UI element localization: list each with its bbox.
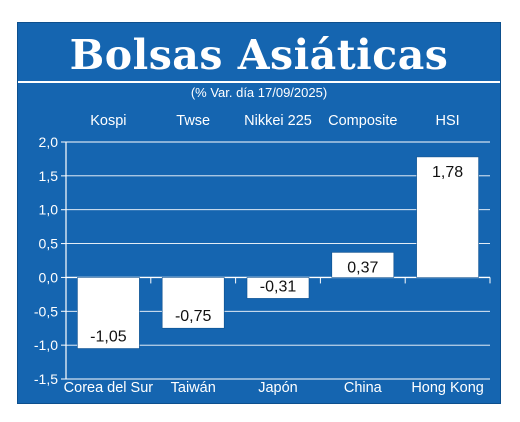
x-category-label: China: [344, 380, 383, 396]
y-tick-label: 2,0: [39, 134, 59, 150]
index-label: Nikkei 225: [244, 113, 312, 129]
index-label: Composite: [328, 113, 397, 129]
y-tick-label: 1,0: [39, 202, 59, 218]
y-tick-label: -0,5: [34, 303, 58, 319]
data-label: -0,31: [260, 278, 297, 295]
index-label: HSI: [436, 113, 460, 129]
y-tick-label: 0,5: [39, 236, 59, 252]
y-tick-label: -1,0: [34, 337, 58, 353]
y-tick-label: 0,0: [39, 269, 59, 285]
data-label: -1,05: [90, 329, 127, 346]
index-label: Twse: [176, 113, 210, 129]
x-category-label: Corea del Sur: [64, 380, 154, 396]
index-label: Kospi: [90, 113, 126, 129]
x-category-label: Hong Kong: [411, 380, 484, 396]
x-category-label: Japón: [258, 380, 298, 396]
data-label: 0,37: [347, 259, 378, 276]
x-category-label: Taiwán: [171, 380, 216, 396]
y-tick-label: -1,5: [34, 371, 58, 387]
y-tick-label: 1,5: [39, 168, 59, 184]
data-label: -0,75: [175, 308, 212, 325]
data-label: 1,78: [432, 164, 463, 181]
